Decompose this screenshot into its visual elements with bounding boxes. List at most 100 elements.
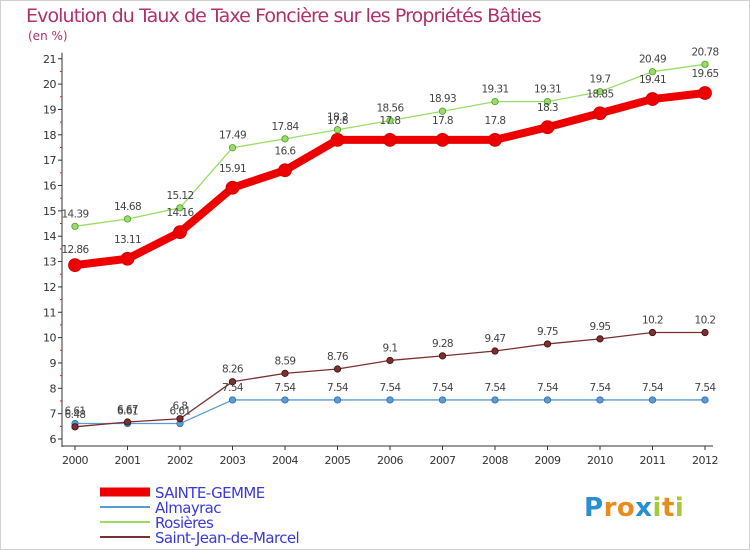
y-tick-label: 10	[43, 332, 56, 345]
logo-letter: r	[604, 493, 617, 523]
data-label-almayrac: 6.61	[65, 406, 86, 418]
data-label-almayrac: 7.54	[485, 382, 507, 394]
x-tick-label: 2009	[535, 454, 561, 467]
data-label-almayrac: 7.54	[695, 382, 717, 394]
data-point-rosi-res	[386, 117, 394, 125]
data-point-almayrac	[333, 396, 342, 404]
data-label-almayrac: 7.54	[380, 382, 402, 394]
data-point-rosi-res	[176, 204, 184, 212]
data-label-rosi-res: 15.12	[166, 190, 193, 202]
legend-label-almayrac: Almayrac	[155, 499, 221, 517]
y-tick-label: 14	[43, 230, 56, 243]
x-tick-label: 2002	[167, 454, 193, 467]
data-label-rosi-res: 17.84	[271, 121, 299, 133]
data-point-rosi-res	[333, 126, 342, 134]
data-point-sainte-gemme	[593, 106, 607, 121]
data-label-saint-jean-de-marcel: 9.28	[432, 338, 453, 350]
data-label-rosi-res: 18.93	[429, 93, 456, 105]
legend-label-rosi-res: Rosières	[155, 514, 214, 532]
data-label-rosi-res: 19.31	[534, 84, 561, 96]
y-tick-label: 17	[43, 154, 56, 167]
logo-text: Proxiti	[584, 493, 684, 523]
data-point-sainte-gemme	[645, 92, 660, 106]
x-tick-label: 2003	[220, 454, 246, 467]
data-point-almayrac	[281, 396, 289, 404]
y-tick-label: 11	[43, 306, 56, 319]
logo-letter: i	[675, 493, 684, 523]
data-label-saint-jean-de-marcel: 8.59	[275, 355, 296, 367]
data-label-saint-jean-de-marcel: 8.76	[327, 351, 349, 363]
data-label-almayrac: 7.54	[222, 382, 244, 394]
data-point-sainte-gemme	[173, 225, 187, 240]
data-point-saint-jean-de-marcel	[386, 356, 394, 365]
data-point-rosi-res	[228, 144, 237, 152]
x-tick-label: 2012	[692, 454, 718, 467]
data-point-rosi-res	[123, 215, 132, 223]
data-label-sainte-gemme: 19.65	[691, 68, 718, 80]
legend-label-saint-jean-de-marcel: Saint-Jean-de-Marcel	[155, 529, 299, 547]
data-label-saint-jean-de-marcel: 9.75	[537, 326, 558, 338]
data-label-saint-jean-de-marcel: 6.67	[117, 404, 138, 416]
data-point-almayrac	[701, 396, 709, 404]
data-label-rosi-res: 17.49	[219, 130, 246, 142]
data-point-rosi-res	[701, 60, 709, 68]
proxiti-logo: Proxiti	[584, 493, 684, 523]
data-label-almayrac: 7.54	[642, 382, 664, 394]
data-label-saint-jean-de-marcel: 6.48	[65, 409, 86, 421]
data-point-sainte-gemme	[120, 251, 135, 266]
y-tick-label: 13	[43, 256, 56, 269]
data-point-almayrac	[491, 396, 499, 404]
data-point-saint-jean-de-marcel	[438, 352, 447, 360]
data-point-sainte-gemme	[540, 120, 555, 135]
data-point-saint-jean-de-marcel	[281, 369, 289, 377]
data-label-rosi-res: 14.39	[61, 208, 88, 220]
x-tick-label: 2004	[272, 454, 298, 467]
data-label-sainte-gemme: 17.8	[380, 115, 401, 127]
logo-letter: i	[653, 493, 662, 523]
data-label-saint-jean-de-marcel: 8.26	[222, 364, 244, 376]
data-point-rosi-res	[281, 135, 289, 143]
data-point-rosi-res	[648, 68, 657, 76]
data-point-almayrac	[596, 396, 604, 404]
y-tick-label: 15	[43, 205, 56, 218]
data-point-almayrac	[386, 396, 394, 404]
logo-letter: o	[617, 493, 635, 523]
data-point-rosi-res	[438, 107, 447, 115]
x-tick-label: 2007	[430, 454, 456, 467]
data-label-sainte-gemme: 12.86	[61, 244, 89, 256]
data-label-saint-jean-de-marcel: 9.95	[590, 321, 611, 333]
data-point-sainte-gemme	[278, 163, 292, 178]
x-tick-label: 2008	[482, 454, 508, 467]
data-point-saint-jean-de-marcel	[491, 347, 499, 355]
legend: SAINTE-GEMMEAlmayracRosièresSaint-Jean-d…	[100, 484, 300, 547]
data-point-rosi-res	[596, 88, 604, 96]
data-point-saint-jean-de-marcel	[648, 328, 657, 337]
x-tick-label: 2010	[587, 454, 613, 467]
data-labels: 6.61 6.61 6.61 7.54 7.54 7.54 7.54 7.54 7.54 7.54…	[61, 46, 719, 421]
x-tick-label: 2005	[325, 454, 351, 467]
data-label-saint-jean-de-marcel: 10.2	[642, 315, 663, 327]
data-point-rosi-res	[543, 97, 552, 106]
x-tick-label: 2006	[377, 454, 403, 467]
data-point-saint-jean-de-marcel	[123, 418, 132, 426]
y-tick-label: 21	[43, 53, 56, 66]
unit-label: (en %)	[28, 29, 68, 43]
data-point-saint-jean-de-marcel	[176, 415, 184, 423]
data-label-saint-jean-de-marcel: 6.8	[173, 401, 188, 413]
data-point-sainte-gemme	[383, 132, 397, 147]
data-point-sainte-gemme	[698, 86, 712, 100]
data-label-saint-jean-de-marcel: 10.2	[695, 315, 716, 327]
data-point-rosi-res	[491, 97, 499, 106]
data-label-almayrac: 7.54	[275, 382, 297, 394]
data-point-almayrac	[438, 396, 447, 404]
series-layer	[68, 60, 712, 431]
data-label-almayrac: 6.61	[117, 406, 138, 418]
data-point-saint-jean-de-marcel	[701, 328, 709, 337]
data-label-sainte-gemme: 18.85	[586, 88, 613, 100]
data-label-saint-jean-de-marcel: 9.1	[383, 342, 398, 354]
data-label-almayrac: 7.54	[327, 382, 349, 394]
data-label-sainte-gemme: 14.16	[166, 207, 194, 219]
data-point-almayrac	[648, 396, 657, 404]
